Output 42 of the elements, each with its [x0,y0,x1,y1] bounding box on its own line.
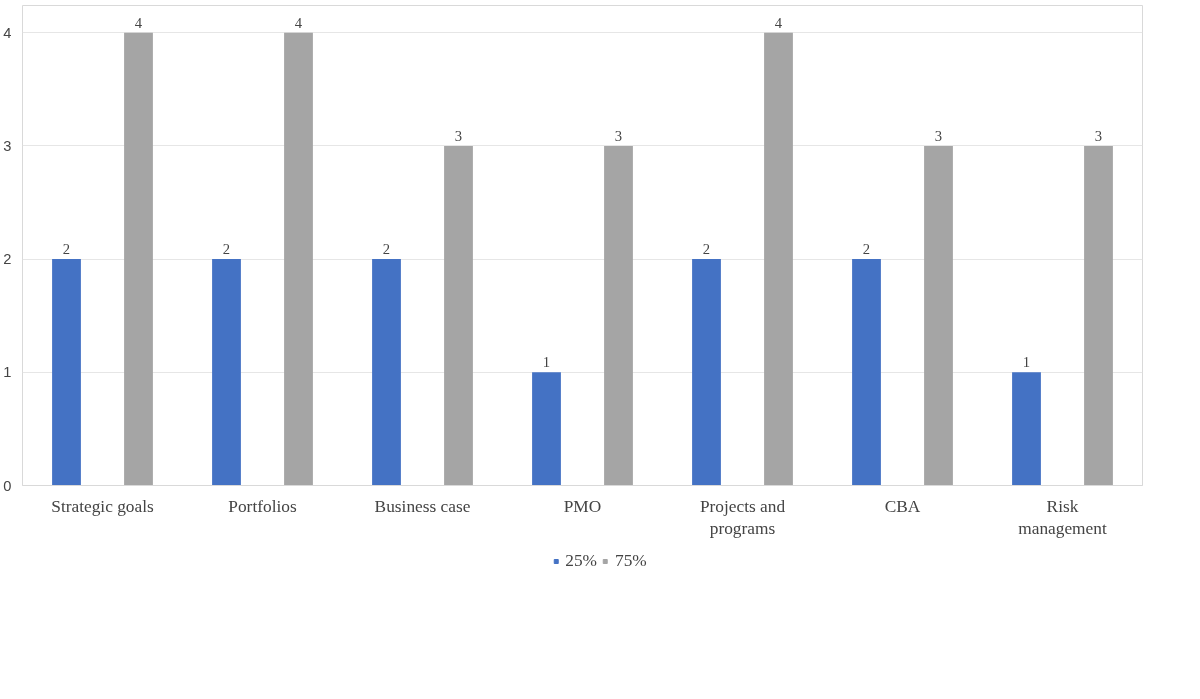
data-label: 2 [222,241,231,258]
data-label: 4 [294,14,303,31]
x-tick-label: PMO [563,496,602,516]
data-label: 2 [62,241,71,258]
bar [444,145,473,486]
legend-label: 75% [615,551,647,571]
bar [372,259,401,486]
data-label: 4 [774,14,783,31]
bar [604,145,633,486]
x-tick-label: CBA [884,496,921,516]
x-tick-label: Portfolios [228,496,297,516]
y-tick-label: 3 [3,137,12,154]
data-label: 3 [614,127,623,144]
data-label: 3 [934,127,943,144]
bar [284,32,313,486]
y-tick-label: 0 [3,477,12,494]
x-tick-label: Projects and programs [699,496,786,539]
data-label: 3 [1094,127,1103,144]
x-tick-label: Strategic goals [51,496,154,516]
y-tick-label: 2 [3,251,12,268]
bar [692,259,721,486]
y-tick-label: 4 [3,24,12,41]
data-label: 4 [134,14,143,31]
bar [764,32,793,486]
bar [52,259,81,486]
bar [532,372,561,486]
data-label: 1 [1022,354,1031,371]
legend-label: 25% [565,551,597,571]
bar [1012,372,1041,486]
x-tick-label: Risk management [1018,496,1107,539]
bar [212,259,241,486]
bar [1084,145,1113,486]
data-label: 2 [702,241,711,258]
data-label: 2 [862,241,871,258]
bar [124,32,153,486]
y-tick-label: 1 [3,364,12,381]
data-label: 1 [542,354,551,371]
data-label: 2 [382,241,391,258]
data-label: 3 [454,127,463,144]
bar [852,259,881,486]
bar [924,145,953,486]
x-tick-label: Business case [374,496,471,516]
